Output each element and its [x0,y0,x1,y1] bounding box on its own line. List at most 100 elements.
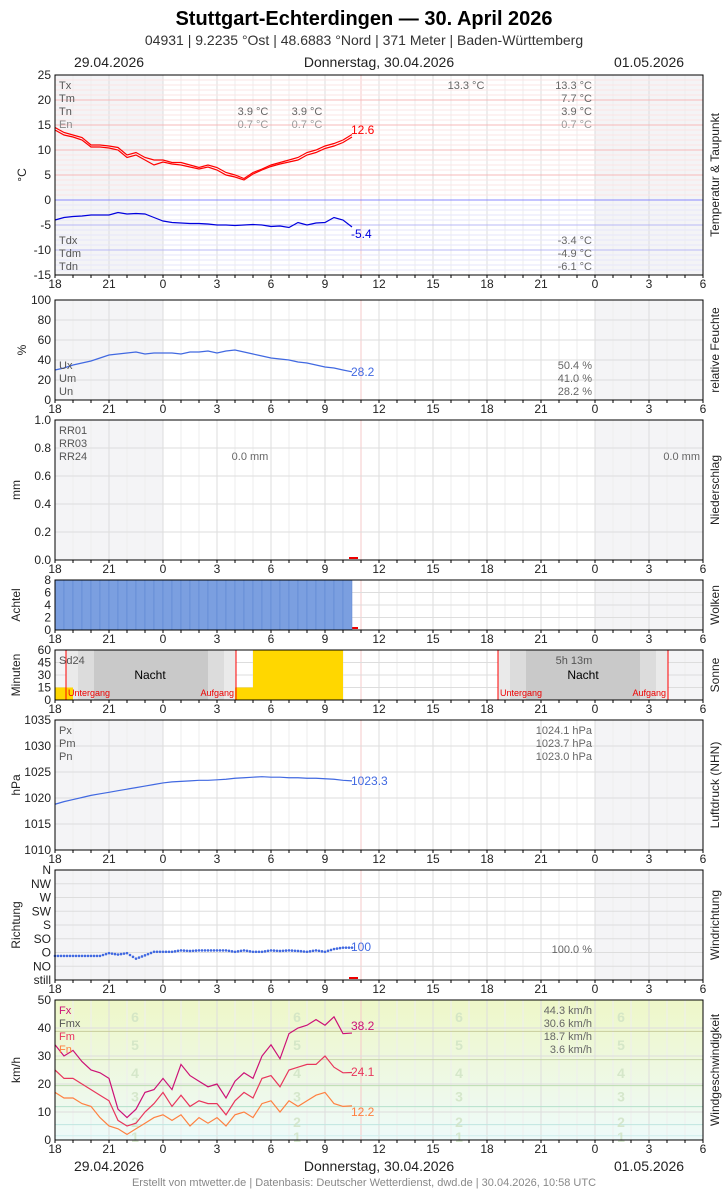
cloud-bar [198,579,209,631]
side-label: relative Feuchte [708,307,722,393]
direction-dot [341,946,345,949]
time-tick-label: 21 [534,982,548,996]
direction-dot [290,949,294,952]
legend-fmx: Fmx [59,1018,81,1030]
cloud-bar [63,579,74,631]
time-tick-label: 15 [426,982,440,996]
direction-dot [71,954,75,958]
beaufort-number: 5 [131,1037,139,1053]
direction-dot [329,948,333,952]
direction-dot [173,950,177,953]
precipitation-legend: RR01 RR03 RR24 0.0 mm 0.0 mm [59,425,700,463]
humidity-line [54,349,353,373]
time-tick-label: 21 [534,277,548,291]
beaufort-number: 3 [455,1089,463,1105]
time-tick-label: 15 [426,402,440,416]
direction-dot [158,950,162,954]
fm-value: 18.7 km/h [544,1031,592,1043]
footer-date-left: 29.04.2026 [74,1158,144,1174]
direction-dot [80,954,84,958]
legend-rr01: RR01 [59,425,87,437]
beaufort-number: 4 [131,1065,139,1081]
tdx-value: -3.4 °C [558,235,592,247]
y-tick-label: 0.4 [34,497,51,511]
time-tick-label: 0 [592,277,599,291]
time-tick-label: 0 [160,562,167,576]
direction-dot [242,949,246,952]
time-tick-label: 3 [646,852,653,866]
y-tick-label: 60 [38,333,52,347]
direction-dot [68,954,72,958]
time-tick-label: 12 [372,1142,386,1156]
y-tick-label: 0 [44,623,51,637]
direction-dot [236,950,240,953]
no-data-marker [349,557,358,559]
time-tick-label: 0 [160,702,167,716]
y-tick-label: 8 [44,573,51,587]
time-tick-label: 21 [102,982,116,996]
last-pressure-label: 1023.3 [351,774,388,788]
time-tick-label: 21 [102,562,116,576]
sunshine-bar [55,687,73,700]
time-tick-label: 0 [160,277,167,291]
y-tick-label: 0.6 [34,469,51,483]
beaufort-number: 5 [455,1037,463,1053]
y-axis-label: mm [9,480,23,500]
direction-dot [326,949,330,953]
cloud-bar [162,579,173,631]
time-tick-label: 3 [214,702,221,716]
panel-frame [54,869,704,981]
y-axis-label: km/h [9,1057,23,1083]
legend-pn: Pn [59,751,72,763]
cloud-bar [315,579,326,631]
direction-dot [86,954,90,958]
sun-duration: 5h 13m [556,655,593,667]
cloud-bar [207,579,218,631]
direction-dot [107,951,111,955]
tdm-value: -4.9 °C [558,248,592,260]
direction-share: 100.0 % [552,944,593,956]
time-tick-label: 21 [534,702,548,716]
y-tick-label: NW [31,877,52,891]
direction-dot [227,949,231,953]
cloud-bar [270,579,281,631]
direction-dot [239,949,243,953]
sunshine-bar [307,650,325,700]
cloud-bar [297,579,308,631]
direction-dot [254,950,258,954]
time-tick-label: 9 [322,632,329,646]
legend-px: Px [59,725,72,737]
time-tick-label: 12 [372,702,386,716]
fx-value: 44.3 km/h [544,1005,592,1017]
legend-fn: Fn [59,1044,72,1056]
time-tick-label: 9 [322,402,329,416]
time-tick-label: 0 [160,1142,167,1156]
cloud-bar [144,579,155,631]
direction-dot [263,950,267,953]
direction-dot [62,954,66,958]
y-tick-label: O [42,946,51,960]
time-tick-label: 6 [268,852,275,866]
time-tick-label: 18 [48,562,62,576]
direction-dot [233,950,237,954]
time-tick-label: 21 [102,852,116,866]
direction-dot [185,949,189,953]
panel-frame [54,74,704,276]
side-label: Wolken [708,585,722,625]
direction-dot [146,952,150,956]
tx-mid-value: 13.3 °C [448,80,485,92]
direction-dot [266,949,270,953]
direction-dot [164,950,168,954]
direction-dot [155,950,159,954]
y-tick-label: 10 [38,1105,52,1119]
direction-dot [203,949,207,952]
beaufort-number: 4 [617,1065,625,1081]
direction-dot [347,946,351,949]
wind-legend: Fx Fmx Fm Fn 44.3 km/h 30.6 km/h 18.7 km… [59,1005,592,1119]
sunrise-label-2: Aufgang [632,688,666,698]
panel-frame [54,719,704,851]
direction-dot [161,950,165,954]
date-left: 29.04.2026 [74,54,144,70]
y-tick-label: -10 [34,243,52,257]
